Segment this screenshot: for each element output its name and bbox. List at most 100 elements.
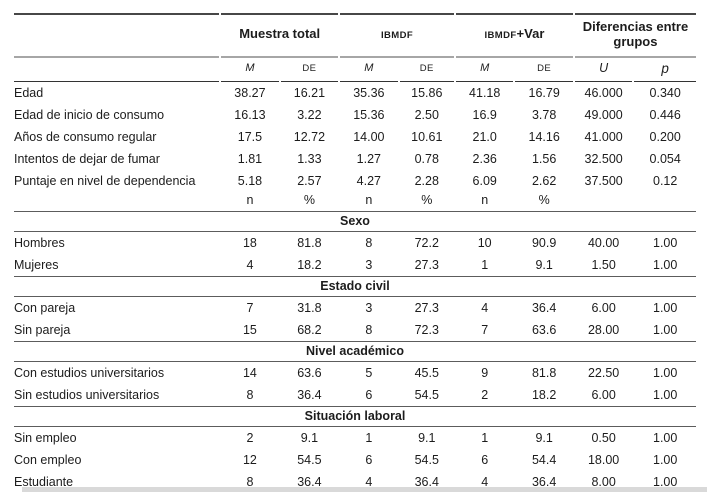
table-row: Hombres 18 81.8 8 72.2 10 90.9 40.00 1.00: [14, 232, 696, 254]
cell-value: 72.3: [414, 322, 439, 337]
row-label: Con empleo: [14, 452, 82, 467]
stat-header-u: U: [574, 58, 633, 82]
row-label: Intentos de dejar de fumar: [14, 151, 160, 166]
cell-value: 0.446: [649, 107, 681, 122]
cell-value: 2: [481, 387, 489, 402]
cell-value: 2.28: [414, 173, 439, 188]
cell-value: 6: [481, 452, 489, 467]
cell-value: 15: [242, 322, 257, 337]
cell-value: 4: [481, 300, 489, 315]
cell-value: 7: [481, 322, 489, 337]
cell-value: 1.00: [653, 300, 678, 315]
group-header-spacer: [14, 13, 220, 58]
cell-value: 1: [481, 430, 489, 445]
count-header-row: n% n% n%: [14, 192, 696, 211]
cell-value: 35.36: [353, 85, 385, 100]
table-row: Con empleo 12 54.5 6 54.5 6 54.4 18.00 1.00: [14, 449, 696, 471]
cell-value: 1.81: [237, 151, 263, 166]
cell-value: 3.22: [297, 107, 322, 122]
cell-value: 1.27: [356, 151, 382, 166]
cell-value: 41.18: [469, 85, 501, 100]
cell-value: 8: [365, 235, 373, 250]
cell-value: 9.1: [535, 257, 553, 272]
cell-value: 10.61: [411, 129, 443, 144]
cell-value: 28.00: [587, 322, 620, 337]
cell-value: 0.054: [649, 151, 681, 166]
cell-value: 9.1: [535, 430, 553, 445]
cell-value: 68.2: [297, 322, 322, 337]
cell-value: 7: [246, 300, 254, 315]
bottom-scan-shadow: [22, 487, 707, 492]
count-header-cell: [575, 192, 632, 211]
group-header-ibmdf: IBMDF: [340, 13, 454, 58]
stat-header-m: M: [340, 58, 398, 82]
row-label: Años de consumo regular: [14, 129, 157, 144]
cell-value: 63.6: [531, 322, 557, 337]
cell-value: 81.8: [297, 235, 322, 250]
group-header-label-small: IBMDF: [484, 30, 517, 42]
group-header-diferencias: Diferencias entre grupos: [574, 13, 696, 58]
cell-value: 14.16: [528, 129, 560, 144]
cell-value: 1.56: [531, 151, 557, 166]
cell-value: 1.50: [591, 257, 616, 272]
cell-value: 2: [246, 430, 254, 445]
cell-value: 1.33: [297, 151, 322, 166]
cell-value: 1.00: [653, 387, 678, 402]
count-header-cell: %: [538, 192, 550, 207]
cell-value: 12: [242, 452, 257, 467]
row-label: Puntaje en nivel de dependencia: [14, 173, 196, 188]
section-title: Estado civil: [14, 275, 696, 297]
section-header-row: Nivel académico: [14, 340, 696, 362]
group-comparison-table: Muestra total IBMDF IBMDF+Var Diferencia…: [12, 13, 698, 493]
cell-value: 8: [365, 322, 373, 337]
section-title: Sexo: [14, 210, 696, 232]
cell-value: 1: [481, 257, 489, 272]
row-label: Edad: [14, 85, 44, 100]
cell-value: 15.36: [353, 107, 385, 122]
stat-header-de: DE: [515, 58, 573, 82]
row-label: Sin empleo: [14, 430, 77, 445]
cell-value: 18.2: [531, 387, 557, 402]
cell-value: 10: [477, 235, 492, 250]
table-row: Con pareja 7 31.8 3 27.3 4 36.4 6.00 1.00: [14, 297, 696, 319]
cell-value: 2.36: [472, 151, 497, 166]
cell-value: 54.5: [297, 452, 322, 467]
cell-value: 0.12: [653, 173, 678, 188]
table-row: Intentos de dejar de fumar 1.81 1.33 1.27 0.…: [14, 148, 696, 170]
cell-value: 1: [365, 430, 373, 445]
cell-value: 0.78: [414, 151, 439, 166]
cell-value: 0.340: [649, 85, 681, 100]
cell-value: 0.200: [649, 129, 681, 144]
cell-value: 5.18: [237, 173, 263, 188]
cell-value: 2.50: [414, 107, 439, 122]
group-header-label-rest: +Var: [516, 26, 545, 42]
cell-value: 16.9: [472, 107, 497, 122]
cell-value: 1.00: [653, 365, 678, 380]
cell-value: 22.50: [587, 365, 620, 380]
cell-value: 9: [481, 365, 489, 380]
cell-value: 5: [365, 365, 373, 380]
table-row: Edad 38.27 16.21 35.36 15.86 41.18 16.79 46.000…: [14, 82, 696, 104]
cell-value: 81.8: [531, 365, 557, 380]
cell-value: 9.1: [418, 430, 436, 445]
cell-value: 32.500: [584, 151, 623, 166]
cell-value: 3.78: [531, 107, 557, 122]
cell-value: 0.50: [591, 430, 616, 445]
cell-value: 1.00: [653, 235, 678, 250]
count-header-spacer: [14, 192, 219, 211]
count-header-cell: %: [421, 192, 433, 207]
cell-value: 45.5: [414, 365, 439, 380]
cell-value: 1.00: [653, 257, 678, 272]
row-label: Edad de inicio de consumo: [14, 107, 165, 122]
cell-value: 12.72: [293, 129, 326, 144]
cell-value: 27.3: [414, 300, 439, 315]
stat-header-m: M: [455, 58, 514, 82]
cell-value: 6.00: [591, 300, 616, 315]
stat-header-de: DE: [399, 58, 454, 82]
stat-header-spacer: [14, 58, 220, 82]
cell-value: 63.6: [297, 365, 322, 380]
cell-value: 37.500: [584, 173, 623, 188]
cell-value: 1.00: [653, 452, 678, 467]
cell-value: 49.000: [584, 107, 623, 122]
